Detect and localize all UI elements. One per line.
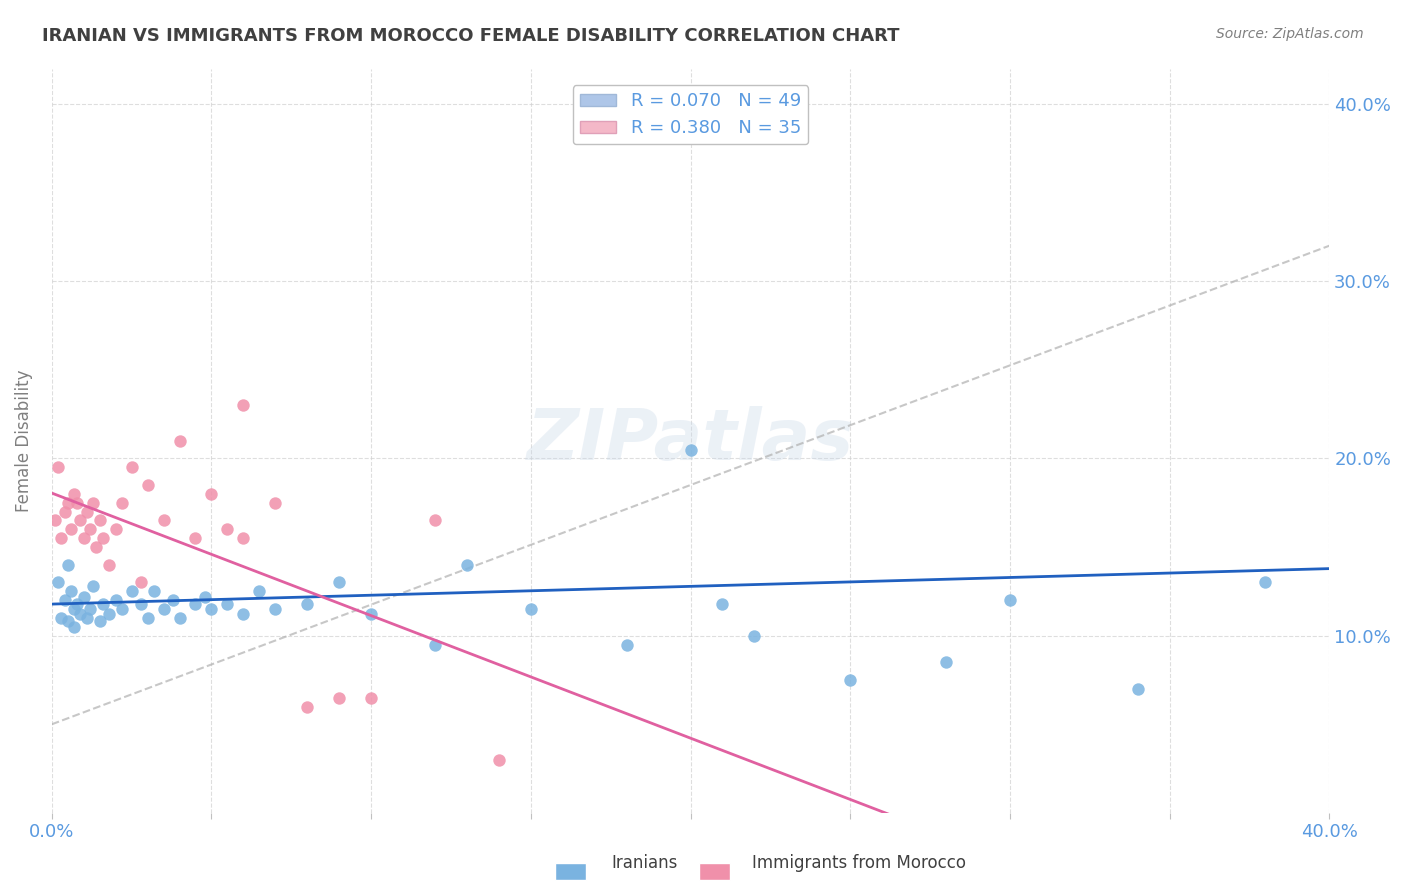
Point bbox=[360, 690, 382, 705]
Point bbox=[82, 496, 104, 510]
Point bbox=[98, 558, 121, 572]
Point bbox=[142, 584, 165, 599]
Point bbox=[56, 496, 79, 510]
Point bbox=[194, 590, 217, 604]
Point bbox=[86, 540, 108, 554]
Point bbox=[1254, 575, 1277, 590]
Point bbox=[232, 531, 254, 545]
Point bbox=[744, 629, 766, 643]
Point bbox=[73, 590, 96, 604]
Point bbox=[169, 434, 191, 448]
Point bbox=[184, 531, 207, 545]
Point bbox=[423, 638, 446, 652]
Point bbox=[56, 558, 79, 572]
Point bbox=[76, 611, 98, 625]
Point bbox=[200, 487, 222, 501]
Point bbox=[51, 611, 73, 625]
Y-axis label: Female Disability: Female Disability bbox=[15, 369, 32, 512]
Point bbox=[73, 531, 96, 545]
Point bbox=[46, 460, 69, 475]
Text: Iranians: Iranians bbox=[612, 855, 678, 872]
Point bbox=[46, 575, 69, 590]
Point bbox=[328, 575, 350, 590]
Point bbox=[152, 602, 174, 616]
Point bbox=[775, 114, 797, 128]
Point bbox=[1126, 681, 1149, 696]
Point bbox=[129, 575, 152, 590]
Point bbox=[184, 597, 207, 611]
Point bbox=[111, 602, 134, 616]
Point bbox=[232, 607, 254, 622]
Point bbox=[121, 584, 143, 599]
Point bbox=[66, 496, 89, 510]
Point bbox=[63, 602, 86, 616]
Point bbox=[998, 593, 1021, 607]
Point bbox=[111, 496, 134, 510]
Point bbox=[264, 602, 287, 616]
Point bbox=[152, 513, 174, 527]
Point bbox=[328, 690, 350, 705]
Point bbox=[488, 753, 510, 767]
Point bbox=[136, 611, 159, 625]
Point bbox=[679, 442, 702, 457]
Point bbox=[89, 513, 111, 527]
Point bbox=[520, 602, 543, 616]
Point bbox=[104, 522, 127, 536]
Point bbox=[247, 584, 270, 599]
Point bbox=[69, 607, 91, 622]
Point bbox=[44, 513, 66, 527]
Point bbox=[711, 597, 734, 611]
Point bbox=[79, 602, 101, 616]
Point bbox=[53, 593, 76, 607]
Point bbox=[616, 638, 638, 652]
Point bbox=[63, 620, 86, 634]
Point bbox=[51, 531, 73, 545]
Text: IRANIAN VS IMMIGRANTS FROM MOROCCO FEMALE DISABILITY CORRELATION CHART: IRANIAN VS IMMIGRANTS FROM MOROCCO FEMAL… bbox=[42, 27, 900, 45]
Point bbox=[69, 513, 91, 527]
Point bbox=[839, 673, 862, 687]
Point bbox=[66, 597, 89, 611]
Point bbox=[232, 398, 254, 412]
Point bbox=[82, 579, 104, 593]
Point bbox=[91, 597, 114, 611]
Point bbox=[63, 487, 86, 501]
Text: ZIPatlas: ZIPatlas bbox=[527, 406, 855, 475]
Point bbox=[59, 584, 82, 599]
Point bbox=[264, 496, 287, 510]
Point bbox=[91, 531, 114, 545]
Point bbox=[79, 522, 101, 536]
Point bbox=[297, 597, 319, 611]
Point bbox=[162, 593, 184, 607]
Point bbox=[217, 522, 239, 536]
Point bbox=[136, 478, 159, 492]
Point bbox=[89, 615, 111, 629]
Point bbox=[935, 655, 957, 669]
Point bbox=[200, 602, 222, 616]
Point bbox=[104, 593, 127, 607]
Point bbox=[121, 460, 143, 475]
Point bbox=[129, 597, 152, 611]
Point bbox=[59, 522, 82, 536]
Point bbox=[98, 607, 121, 622]
Point bbox=[456, 558, 478, 572]
Point bbox=[169, 611, 191, 625]
Point bbox=[56, 615, 79, 629]
Text: Immigrants from Morocco: Immigrants from Morocco bbox=[752, 855, 966, 872]
Point bbox=[297, 699, 319, 714]
Text: Source: ZipAtlas.com: Source: ZipAtlas.com bbox=[1216, 27, 1364, 41]
Point bbox=[76, 505, 98, 519]
Point bbox=[360, 607, 382, 622]
Point bbox=[53, 505, 76, 519]
Legend: R = 0.070   N = 49, R = 0.380   N = 35: R = 0.070 N = 49, R = 0.380 N = 35 bbox=[572, 85, 808, 145]
Point bbox=[217, 597, 239, 611]
Point bbox=[423, 513, 446, 527]
